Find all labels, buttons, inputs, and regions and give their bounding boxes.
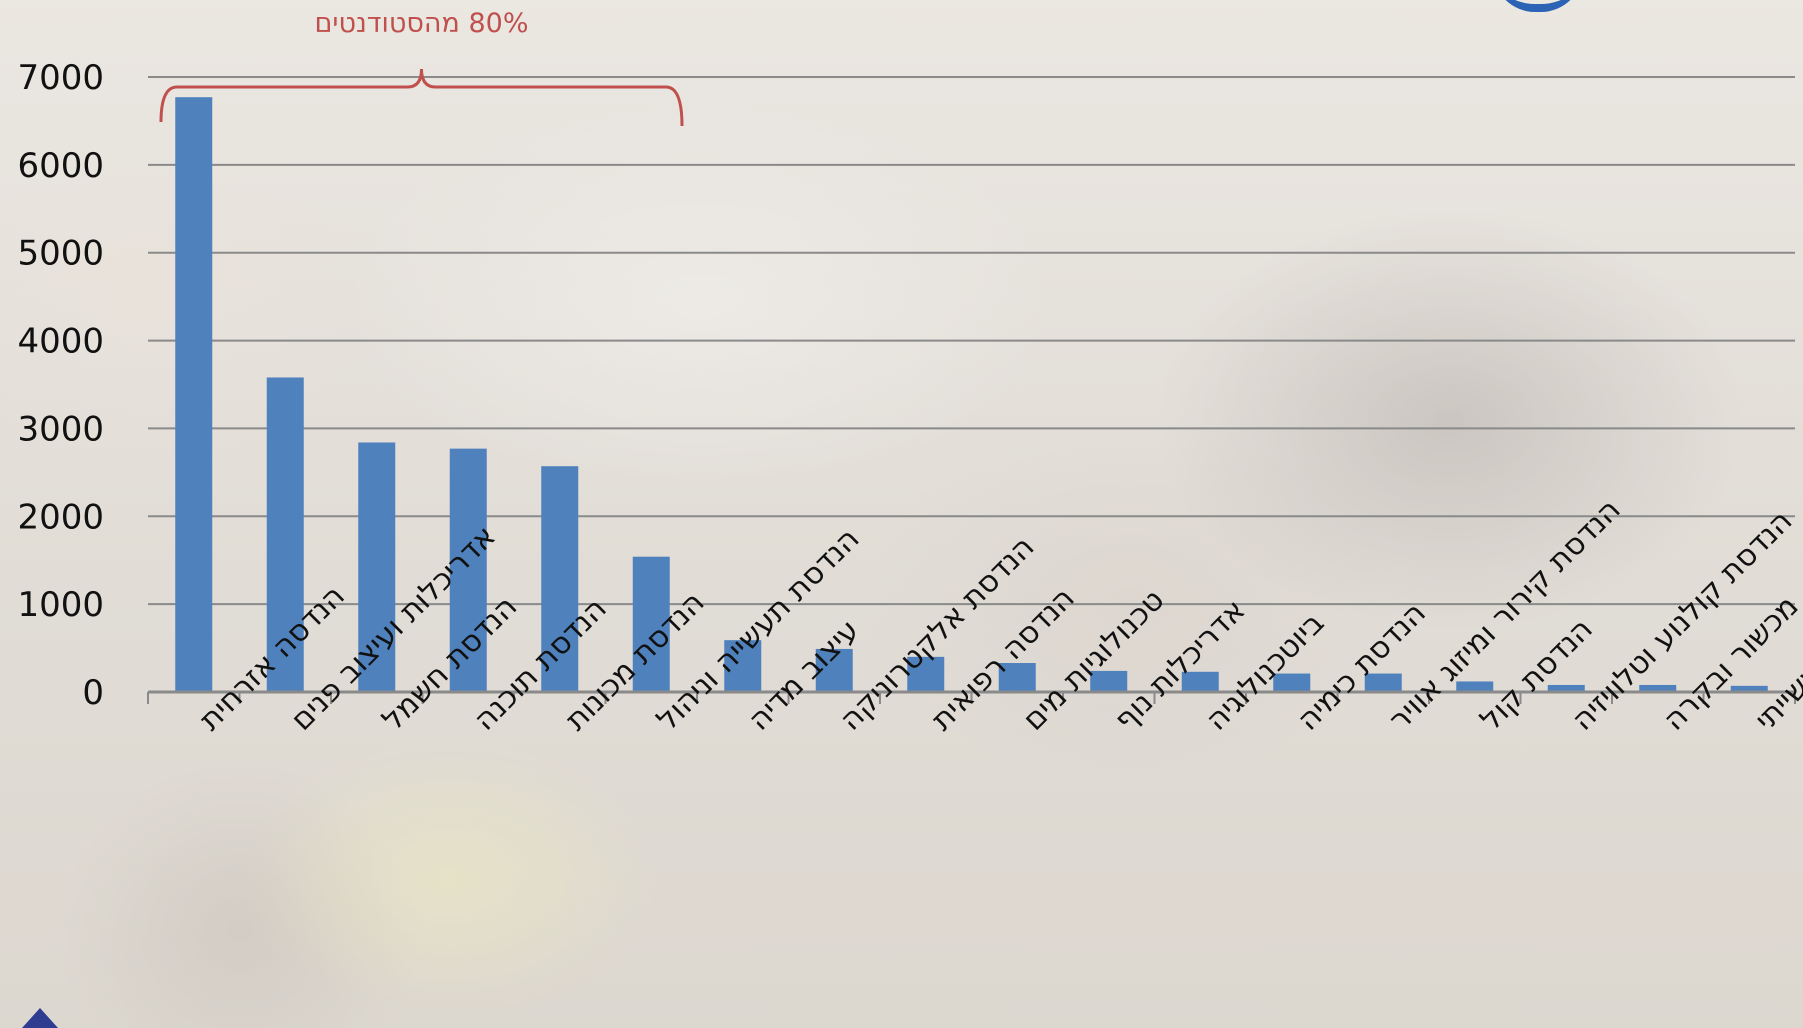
bar bbox=[1547, 684, 1585, 692]
y-tick-label: 5000 bbox=[17, 234, 104, 274]
y-tick-label: 3000 bbox=[17, 409, 104, 449]
bar bbox=[1273, 673, 1311, 692]
corner-logo bbox=[22, 1008, 58, 1028]
bar bbox=[1456, 681, 1494, 692]
bar bbox=[358, 442, 396, 692]
y-tick-label: 0 bbox=[82, 673, 104, 713]
bar bbox=[1181, 671, 1219, 692]
bar bbox=[632, 556, 670, 692]
y-tick-label: 2000 bbox=[17, 497, 104, 537]
bar bbox=[724, 640, 762, 692]
y-tick-label: 4000 bbox=[17, 322, 104, 362]
axes bbox=[147, 690, 1796, 704]
annotation-brace bbox=[159, 68, 684, 127]
bar bbox=[998, 663, 1036, 692]
bar bbox=[815, 648, 853, 692]
gridlines bbox=[148, 76, 1795, 606]
annotation: 80% מהסטודנטים bbox=[159, 8, 684, 127]
y-tick-label: 7000 bbox=[17, 58, 104, 98]
bar bbox=[1090, 670, 1128, 692]
bar bbox=[1730, 685, 1768, 692]
annotation-label: 80% מהסטודנטים bbox=[315, 8, 529, 39]
bar bbox=[541, 466, 579, 692]
y-tick-label: 6000 bbox=[17, 146, 104, 186]
bar bbox=[1639, 684, 1677, 692]
bar bbox=[175, 97, 213, 692]
bar bbox=[266, 377, 304, 692]
bar bbox=[907, 656, 945, 692]
bar bbox=[1364, 673, 1402, 692]
logo-arc bbox=[1493, 0, 1583, 12]
bar bbox=[449, 448, 487, 692]
bars bbox=[175, 97, 1768, 692]
y-tick-label: 1000 bbox=[17, 585, 104, 625]
